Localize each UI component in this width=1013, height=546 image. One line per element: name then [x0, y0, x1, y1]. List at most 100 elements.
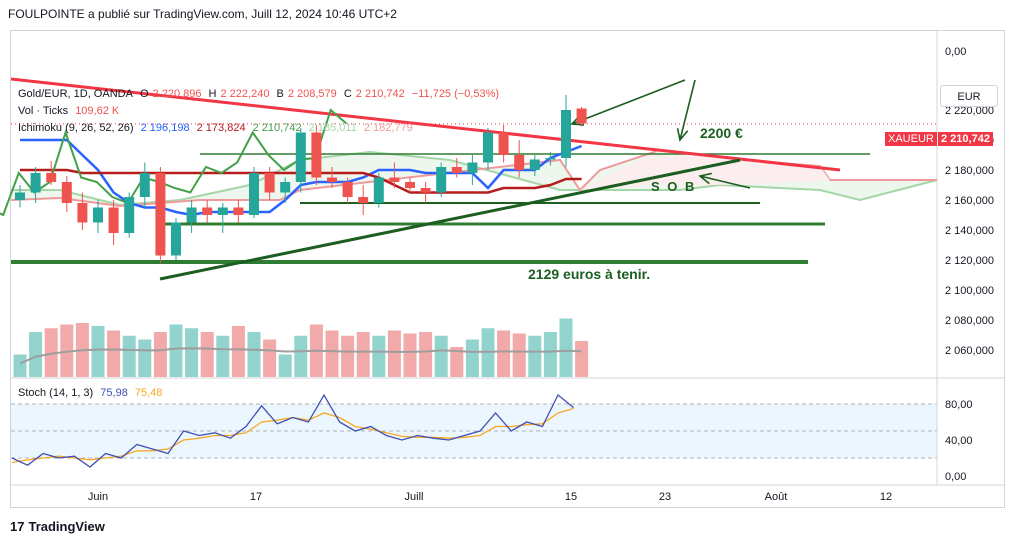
stoch-tick-label: 40,00 — [945, 435, 973, 447]
volume-value: 109,62 K — [75, 105, 120, 117]
time-tick-label: 15 — [565, 491, 577, 503]
volume-bar — [169, 324, 183, 377]
candle-body — [155, 173, 166, 256]
candle-body — [280, 182, 291, 193]
volume-bar — [231, 326, 245, 377]
price-tick-label: 2 060,000 — [945, 345, 994, 357]
candle-body — [373, 177, 384, 203]
price-tick-label: 2 160,000 — [945, 195, 994, 207]
candle-body — [483, 132, 493, 163]
candle-body — [295, 132, 306, 182]
candle-body — [467, 162, 478, 173]
senkou-span-a-line — [11, 150, 938, 207]
candle-body — [30, 173, 41, 193]
ichimoku-spana-value: 2 185,011 — [308, 122, 357, 134]
stoch-label[interactable]: Stoch (14, 1, 3) — [18, 387, 94, 399]
candle-body — [405, 182, 415, 188]
volume-legend: Vol · Ticks 109,62 K — [18, 105, 123, 117]
volume-bar — [341, 335, 355, 377]
volume-bar — [575, 341, 589, 377]
volume-bar — [200, 332, 214, 377]
candle-body — [264, 173, 275, 193]
low-label: B — [276, 88, 284, 100]
stoch-tick-label: 0,00 — [945, 471, 966, 483]
candle-body — [15, 192, 25, 200]
ichimoku-label[interactable]: Ichimoku (9, 26, 52, 26) — [18, 122, 134, 134]
volume-bar — [44, 328, 58, 377]
candle-body — [529, 159, 540, 170]
volume-bar — [122, 335, 136, 377]
candle-body — [108, 207, 119, 233]
chart-frame — [10, 30, 1005, 508]
candle-body — [311, 132, 322, 178]
publish-header: FOULPOINTE a publié sur TradingView.com,… — [8, 7, 397, 21]
volume-bar — [497, 330, 511, 377]
volume-bar — [13, 354, 27, 377]
candle-body — [420, 188, 431, 193]
candle-body — [561, 110, 571, 158]
time-tick-label: 12 — [880, 491, 892, 503]
candle-body — [342, 182, 353, 197]
time-tick-label: Juill — [405, 491, 424, 503]
volume-bar — [247, 332, 261, 377]
volume-bar — [138, 339, 152, 377]
ichimoku-legend: Ichimoku (9, 26, 52, 26) 2 196,198 2 173… — [18, 122, 417, 134]
time-tick-label: 17 — [250, 491, 262, 503]
candle-body — [436, 167, 447, 193]
candle-body — [498, 132, 509, 155]
volume-bar — [185, 328, 199, 377]
candle-body — [93, 207, 103, 223]
volume-bar — [434, 335, 448, 377]
volume-bar — [216, 335, 230, 377]
candle-body — [124, 197, 135, 233]
footer-brand: TradingView — [28, 519, 105, 534]
volume-bar — [450, 347, 464, 377]
price-tick-label: 2 080,000 — [945, 315, 994, 327]
currency-selector[interactable]: EUR — [940, 85, 998, 107]
time-tick-label: 23 — [659, 491, 671, 503]
stoch-legend: Stoch (14, 1, 3) 75,98 75,48 — [18, 387, 166, 399]
tradingview-footer[interactable]: 17 TradingView — [10, 519, 105, 534]
stoch-k-value: 75,98 — [100, 387, 128, 399]
ichimoku-kijun-value: 2 173,824 — [196, 122, 246, 134]
chart-annotation-text: 2129 euros à tenir. — [528, 266, 650, 282]
volume-ma-line — [19, 347, 582, 365]
stoch-k-line — [11, 393, 575, 468]
chikou-span-line — [0, 108, 348, 217]
ichimoku-tenkan-value: 2 196,198 — [140, 122, 190, 134]
arrow-to-2200 — [679, 79, 696, 141]
volume-label[interactable]: Vol · Ticks — [18, 105, 69, 117]
candle-body — [514, 155, 525, 170]
close-label: C — [343, 88, 352, 100]
price-tick-label: 2 220,000 — [945, 105, 994, 117]
open-label: O — [139, 88, 149, 100]
symbol-name[interactable]: Gold/EUR, 1D, OANDA — [18, 88, 133, 100]
resistance-trendline — [10, 77, 841, 172]
volume-bar — [294, 335, 308, 377]
arrow-to-breakout — [571, 79, 686, 125]
volume-bar — [465, 339, 479, 377]
time-tick-label: Juin — [88, 491, 108, 503]
change-value: −11,725 (−0,53%) — [411, 88, 500, 100]
candle-body — [451, 167, 462, 173]
stoch-tick-label: 80,00 — [945, 399, 973, 411]
support-trendline — [159, 158, 741, 281]
candle-body — [186, 207, 197, 223]
volume-bar — [512, 333, 526, 377]
volume-bar — [419, 332, 433, 377]
candle-body — [545, 158, 556, 160]
volume-bar — [543, 332, 557, 377]
ichimoku-spanb-value: 2 182,779 — [363, 122, 413, 134]
price-tick-label: 2 120,000 — [945, 255, 994, 267]
price-tick-label: 2 180,000 — [945, 165, 994, 177]
volume-bar — [356, 332, 370, 377]
candle-body — [202, 207, 213, 215]
candle-body — [249, 173, 259, 215]
low-value: 2 208,579 — [287, 88, 337, 100]
arrow-to-2200-head — [676, 128, 689, 142]
volume-bar — [387, 330, 401, 377]
open-value: 2 220,896 — [152, 88, 202, 100]
arrow-to-sob-head — [698, 172, 712, 185]
arrow-to-sob — [699, 175, 751, 189]
